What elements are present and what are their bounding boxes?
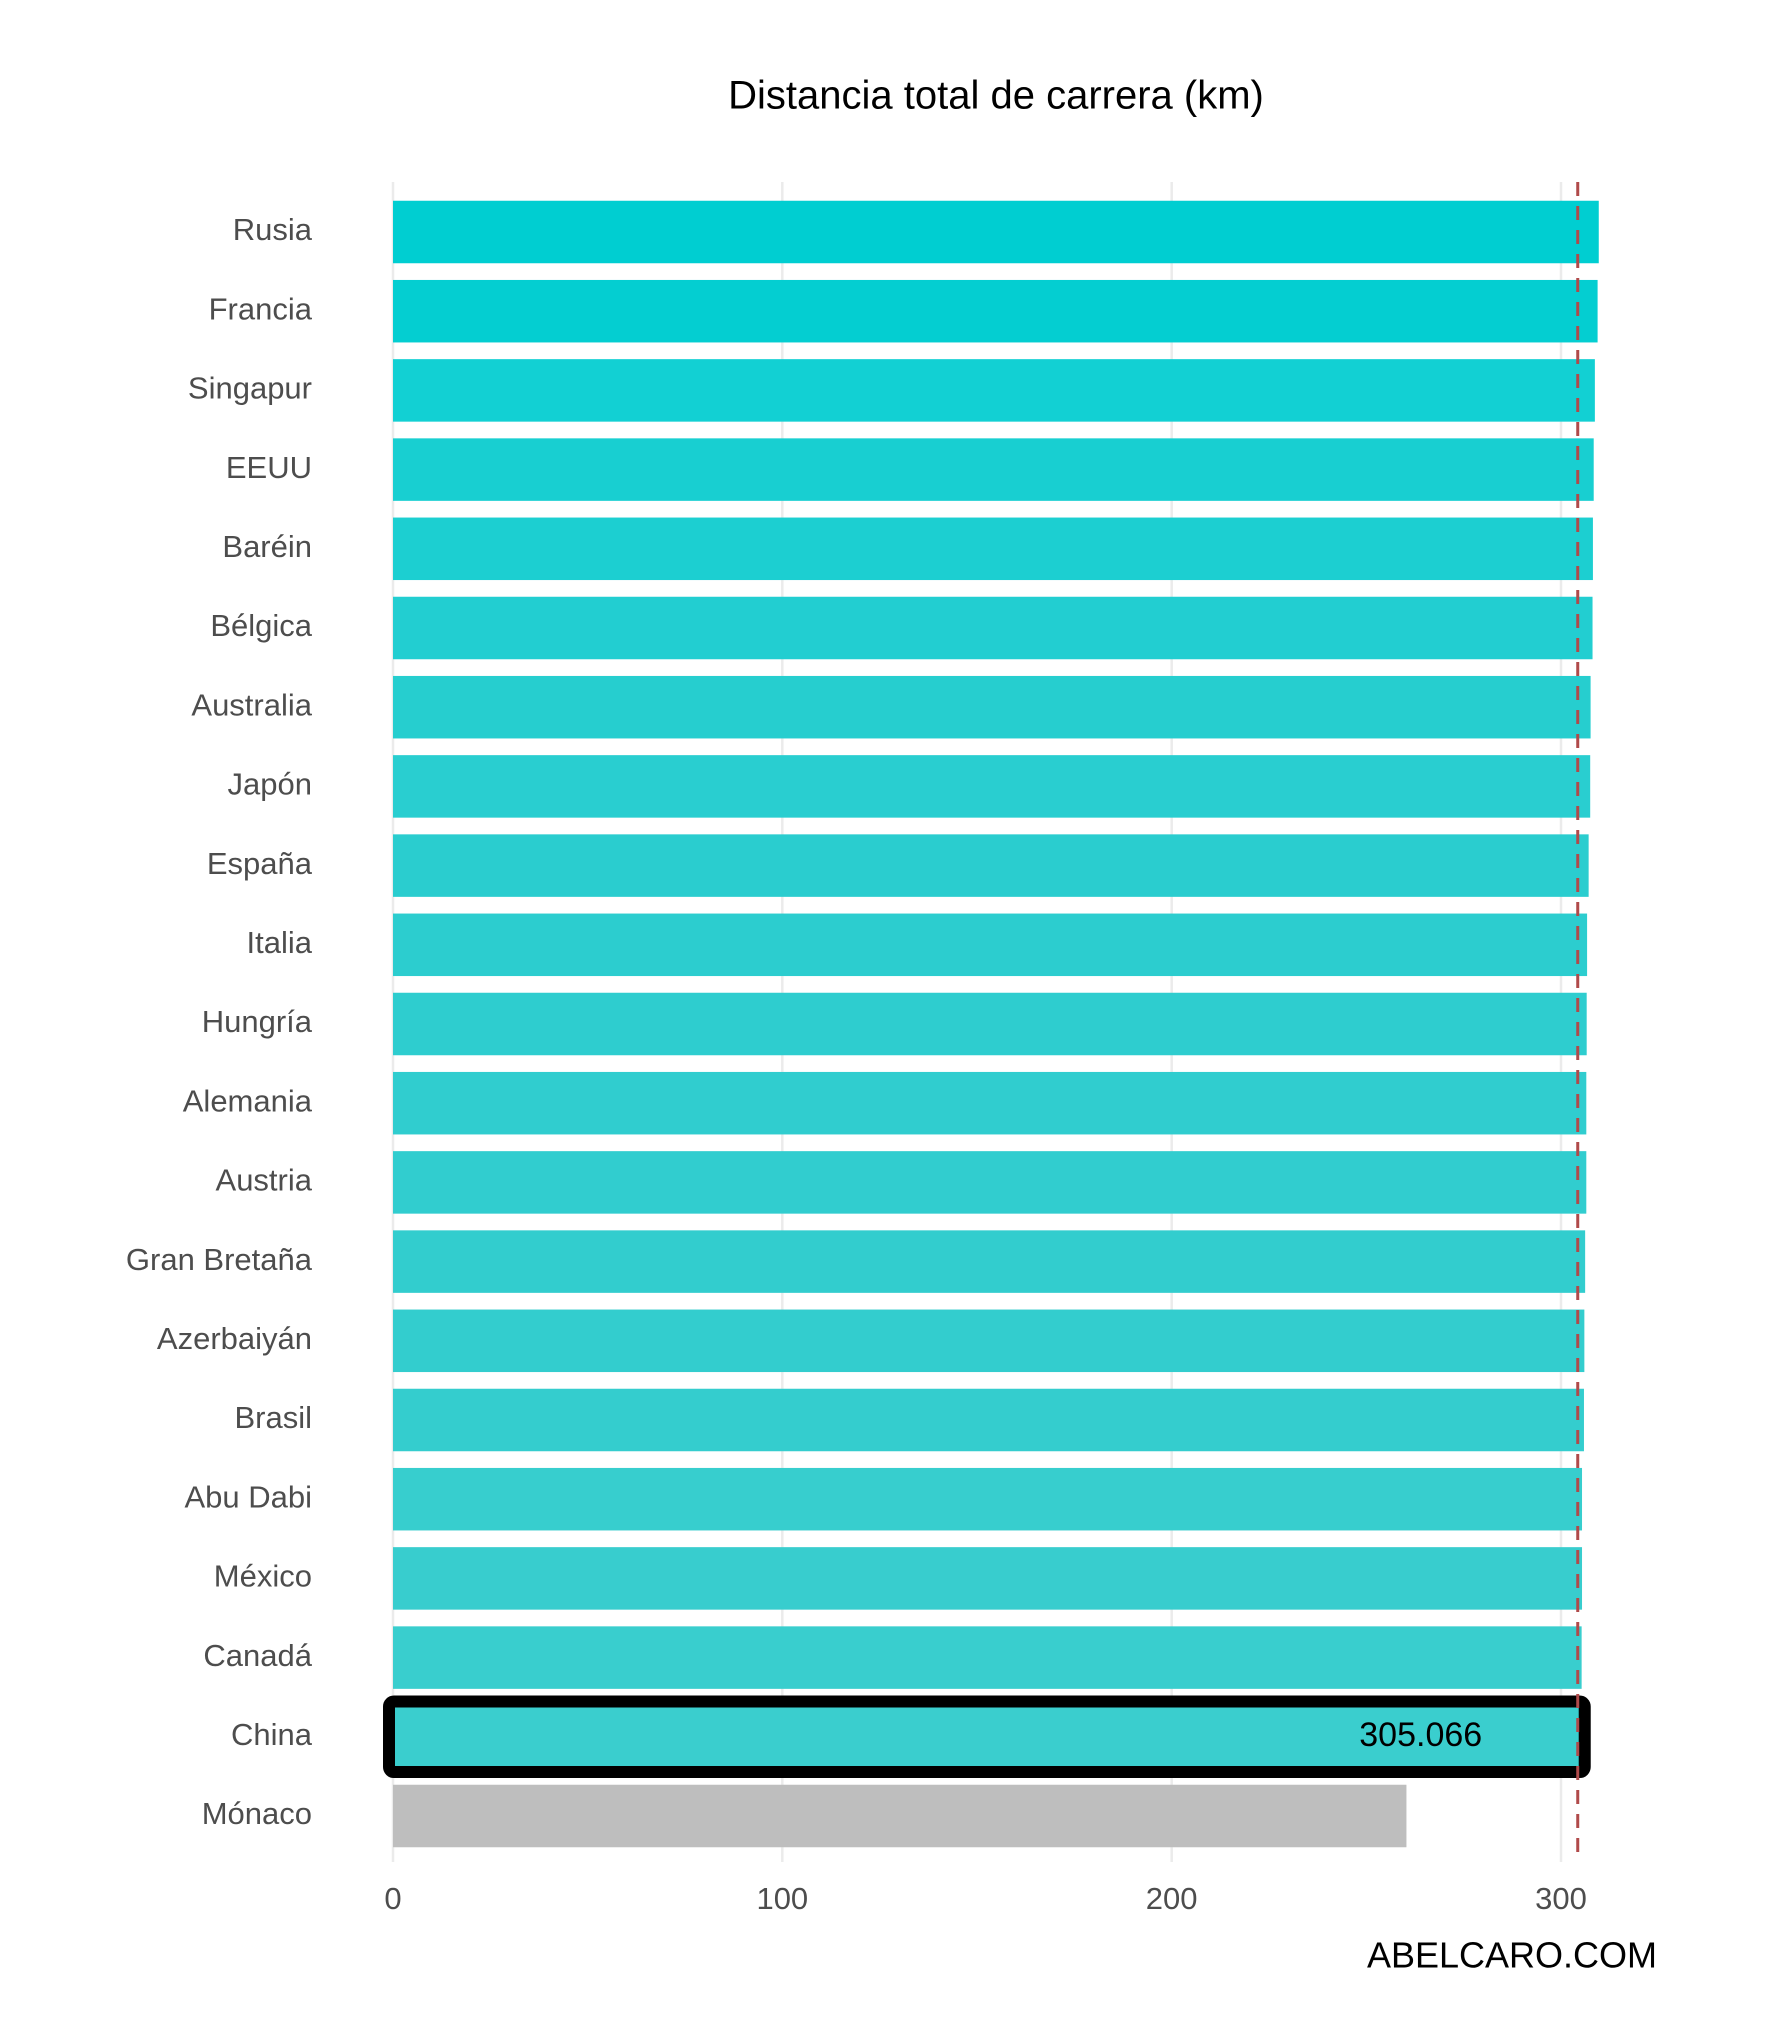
y-tick-label: Bélgica — [210, 608, 312, 643]
value-label: 305.066 — [1359, 1716, 1482, 1754]
bar — [393, 596, 1593, 660]
y-tick-label: Mónaco — [202, 1796, 312, 1831]
bar — [393, 992, 1587, 1056]
y-tick-label: México — [214, 1559, 312, 1594]
y-tick-label: Baréin — [222, 529, 312, 564]
y-tick-label: Abu Dabi — [184, 1479, 312, 1514]
y-tick-label: Brasil — [234, 1400, 312, 1435]
highlight-box — [383, 1695, 1591, 1779]
x-tick-label: 300 — [1535, 1881, 1587, 1916]
chart-title: Distancia total de carrera (km) — [728, 74, 1264, 118]
bar — [393, 279, 1598, 343]
y-tick-label: España — [207, 846, 313, 881]
bar — [393, 359, 1595, 422]
y-tick-label: China — [231, 1717, 313, 1752]
bar — [393, 1388, 1584, 1452]
bar — [393, 1230, 1586, 1293]
bar — [393, 1547, 1583, 1610]
bar — [393, 517, 1593, 581]
bar — [393, 755, 1591, 818]
bar — [393, 1151, 1587, 1214]
bar — [393, 1784, 1407, 1848]
bar — [393, 438, 1594, 501]
bar — [393, 1071, 1587, 1135]
y-tick-label: Hungría — [202, 1004, 313, 1039]
bar — [393, 1309, 1585, 1373]
y-tick-label: Francia — [209, 291, 313, 326]
y-tick-label: Rusia — [233, 212, 313, 247]
x-tick-label: 0 — [384, 1881, 401, 1916]
bar — [393, 1467, 1583, 1531]
y-tick-label: Austria — [216, 1163, 313, 1198]
y-tick-label: Alemania — [183, 1083, 313, 1118]
y-tick-label: Gran Bretaña — [126, 1242, 313, 1277]
y-tick-label: Canadá — [203, 1638, 312, 1673]
y-tick-label: Singapur — [188, 371, 312, 406]
y-tick-label: Italia — [247, 925, 313, 960]
bar — [393, 200, 1599, 264]
y-tick-label: Japón — [228, 767, 312, 802]
y-tick-label: Azerbaiyán — [157, 1321, 312, 1356]
bar — [393, 834, 1589, 897]
bar — [393, 675, 1591, 739]
x-tick-label: 100 — [756, 1881, 808, 1916]
bar — [393, 1626, 1582, 1689]
watermark: ABELCARO.COM — [1367, 1935, 1657, 1976]
x-tick-label: 200 — [1146, 1881, 1198, 1916]
bar — [393, 913, 1588, 977]
bar — [393, 1705, 1581, 1769]
y-tick-label: EEUU — [226, 450, 312, 485]
y-tick-label: Australia — [191, 687, 312, 722]
